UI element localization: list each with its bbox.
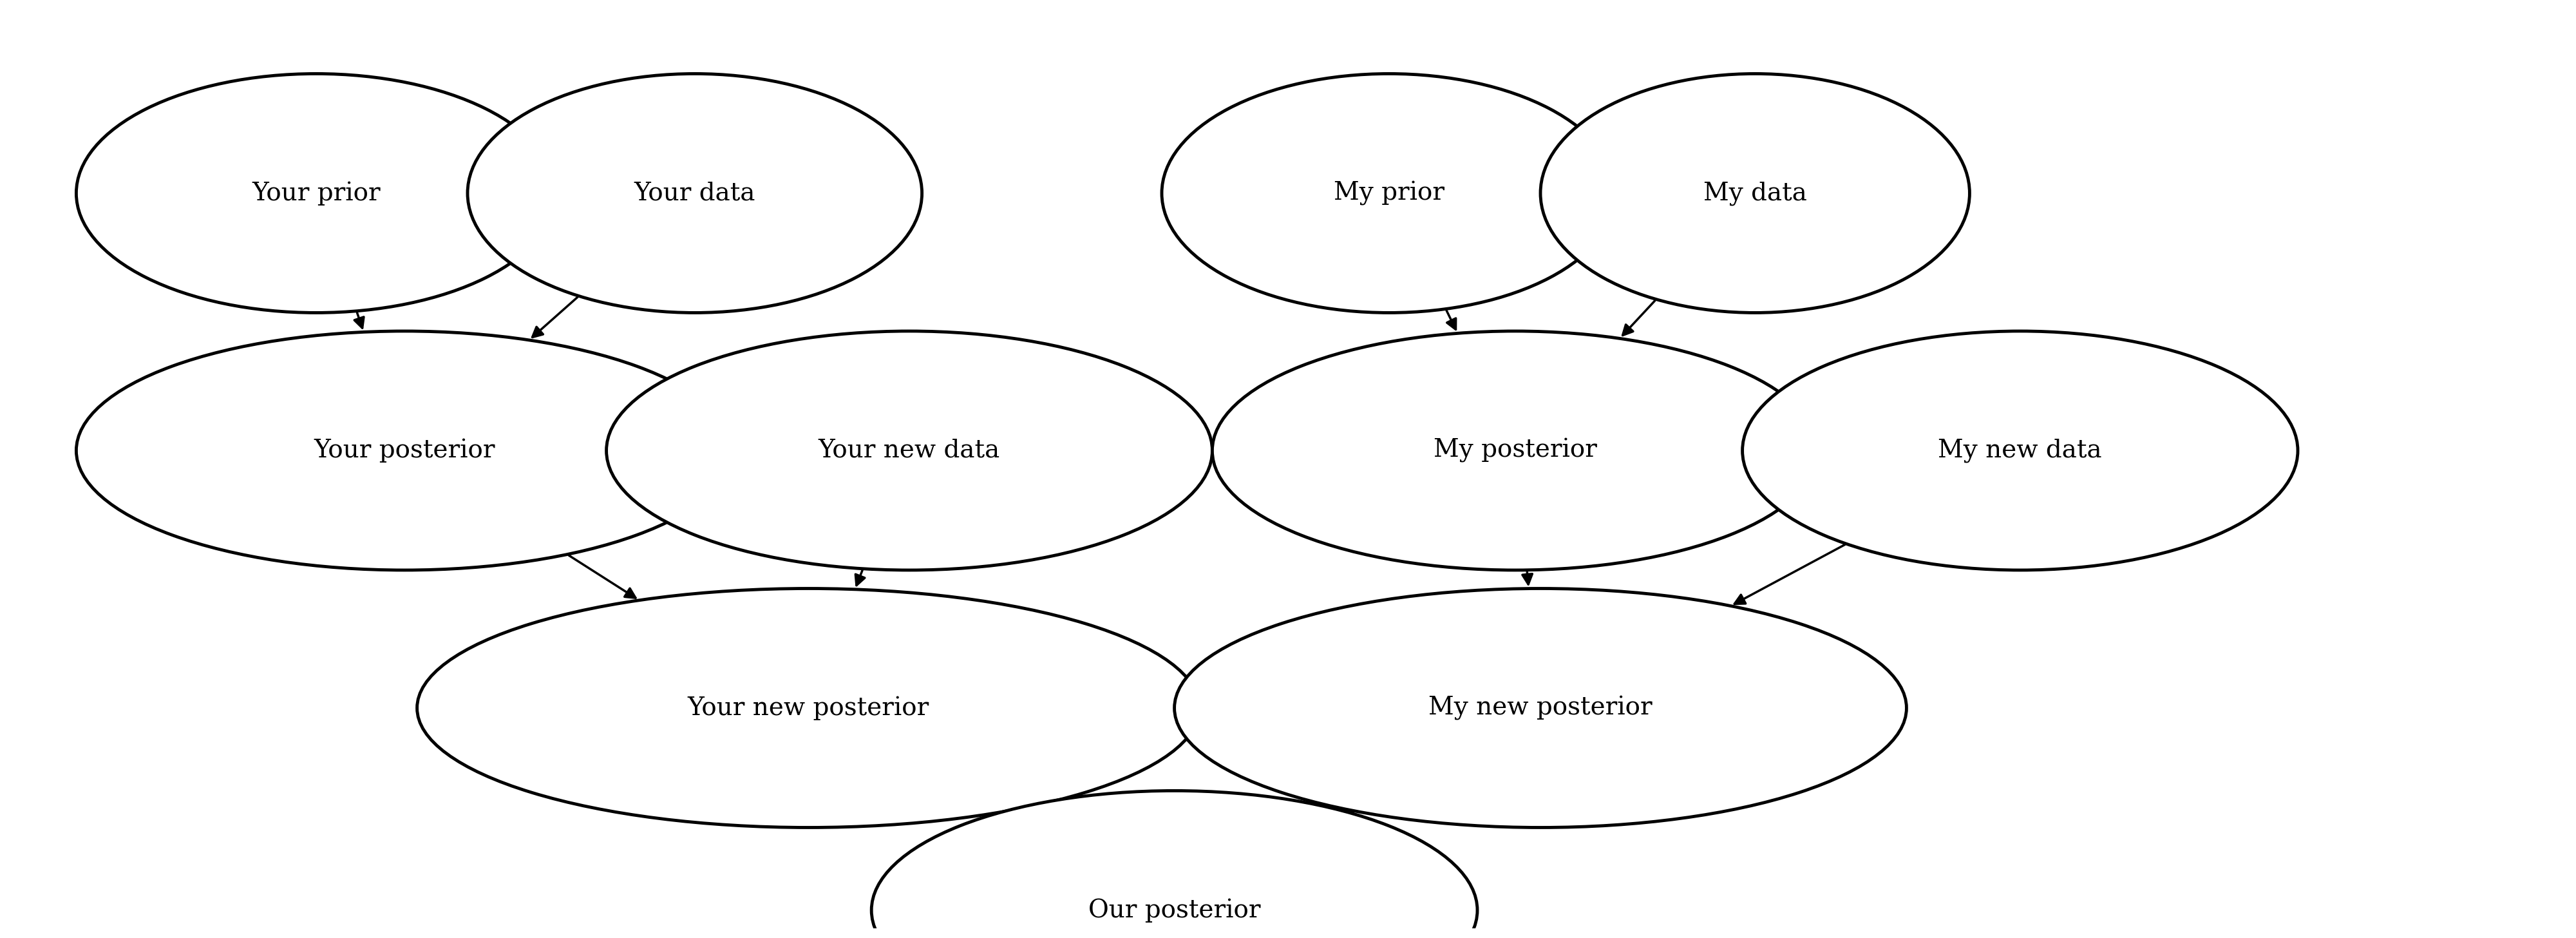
Text: My new posterior: My new posterior [1430, 696, 1651, 720]
Ellipse shape [417, 588, 1200, 827]
Ellipse shape [1540, 74, 1971, 312]
Text: Your posterior: Your posterior [314, 439, 495, 462]
Text: Your new data: Your new data [819, 439, 999, 462]
Ellipse shape [605, 331, 1213, 570]
Text: My prior: My prior [1334, 181, 1445, 205]
Ellipse shape [77, 331, 732, 570]
Ellipse shape [1213, 331, 1819, 570]
Ellipse shape [469, 74, 922, 312]
Ellipse shape [1162, 74, 1615, 312]
Text: Your new posterior: Your new posterior [688, 696, 930, 720]
Ellipse shape [871, 791, 1479, 938]
Text: Our posterior: Our posterior [1087, 899, 1260, 922]
Text: My data: My data [1703, 181, 1806, 205]
Ellipse shape [1175, 588, 1906, 827]
Text: My posterior: My posterior [1432, 438, 1597, 462]
Text: Your prior: Your prior [252, 181, 381, 205]
Ellipse shape [77, 74, 556, 312]
Ellipse shape [1741, 331, 2298, 570]
Text: My new data: My new data [1937, 439, 2102, 462]
Text: Your data: Your data [634, 181, 755, 205]
